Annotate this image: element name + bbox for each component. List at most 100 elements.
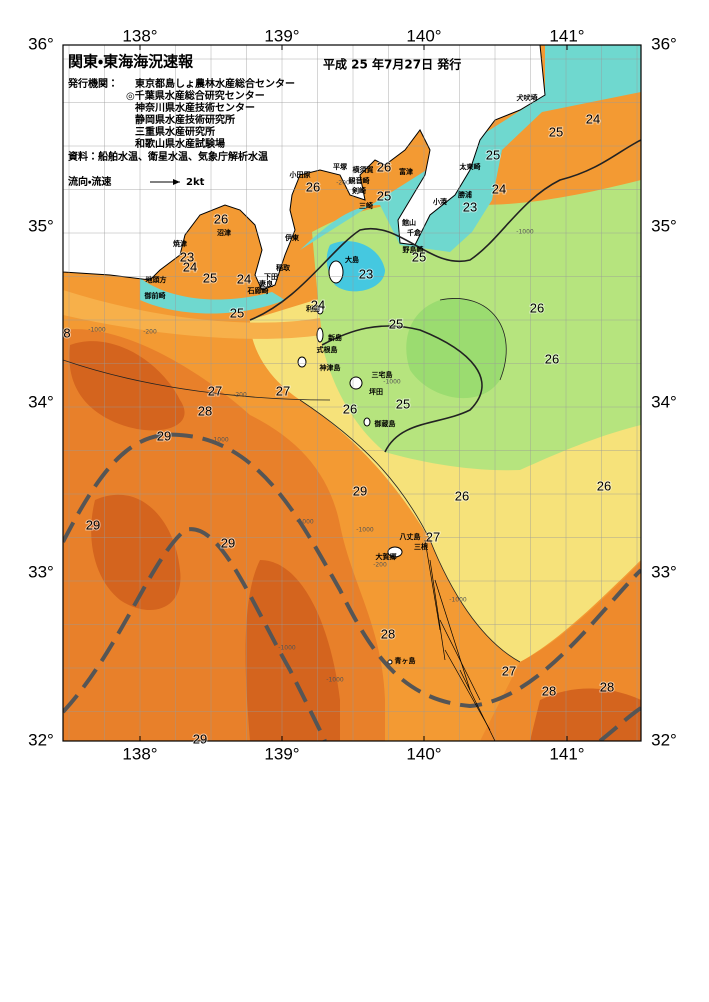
depth-label: -1000	[88, 327, 106, 334]
lat-label: 34°	[28, 392, 54, 411]
isotherm-label: 24	[311, 297, 325, 312]
isotherm-label: 24	[183, 259, 197, 274]
isotherm-label: 24	[492, 181, 506, 196]
sources: 資料：船舶水温、衛星水温、気象庁解析水温	[68, 150, 268, 163]
place-name: 三崎	[359, 201, 373, 210]
depth-label: -200	[143, 329, 157, 336]
islands	[297, 260, 403, 665]
depth-label: -1000	[356, 527, 374, 534]
place-name: 地頭方	[146, 275, 167, 284]
place-name: 焼津	[173, 239, 187, 248]
isotherm-label: 25	[549, 124, 563, 139]
current-label: 流向・流速	[68, 175, 112, 188]
isotherm-label: 26	[214, 211, 228, 226]
depth-label: -1000	[383, 379, 401, 386]
place-name: 沼津	[217, 228, 231, 237]
lon-label: 140°	[406, 744, 441, 763]
lat-label: 35°	[651, 216, 677, 235]
isotherm-label: 26	[306, 179, 320, 194]
lat-label: 35°	[28, 216, 54, 235]
place-name: 坪田	[369, 387, 383, 396]
isotherm-label: 23	[180, 249, 194, 264]
isotherm-label: 27	[276, 383, 290, 398]
place-name: 横須賀	[353, 165, 374, 174]
depth-label: -1000	[296, 519, 314, 526]
isotherms	[63, 139, 641, 663]
depth-label: -200	[336, 180, 350, 187]
isotherm-label: 29	[86, 517, 100, 532]
lat-label: 33°	[651, 562, 677, 581]
isotherm-label: 25	[377, 188, 391, 203]
place-name: 剣崎	[351, 186, 366, 195]
current-vectors	[424, 539, 496, 741]
place-name: 大島	[345, 255, 359, 264]
place-name: 神津島	[319, 363, 341, 372]
place-name: 平塚	[333, 162, 348, 171]
map-frame	[62, 44, 642, 742]
isotherm-label: 26	[377, 159, 391, 174]
depth-label: -1000	[211, 437, 229, 444]
isotherm-label: 25	[486, 147, 500, 162]
isotherm-label: 28	[381, 626, 395, 641]
isotherm-label: 26	[597, 478, 611, 493]
labels: 138° 138° 139° 139° 140° 140° 141° 141° 36° 36° 35…	[28, 26, 677, 763]
lat-label: 36°	[651, 34, 677, 53]
isotherm-label: 24	[237, 271, 251, 286]
place-name: 八丈島	[400, 532, 421, 541]
place-name: 三宅島	[372, 370, 393, 379]
place-name: 千倉	[407, 228, 421, 237]
isotherm-label: 23	[359, 266, 373, 281]
place-name: 青ヶ島	[395, 656, 416, 665]
isotherm-label: 28	[198, 403, 212, 418]
lon-label: 141°	[549, 26, 584, 45]
issuer: ◎千葉県水産総合研究センター	[126, 89, 265, 102]
lon-label: 139°	[264, 26, 299, 45]
place-name: 稲取	[276, 263, 291, 272]
isotherm-label: 29	[193, 731, 207, 746]
isotherm-label: 25	[230, 305, 244, 320]
place-name: 犬吠埼	[517, 93, 538, 102]
place-name: 勝浦	[458, 190, 472, 199]
depth-label: -1000	[516, 229, 534, 236]
place-name: 御蔵島	[374, 419, 396, 428]
issue-date: 平成 25 年7月27日 発行	[323, 57, 461, 72]
place-name: 御前崎	[144, 291, 166, 300]
isotherm-label: 27	[426, 529, 440, 544]
title: 関東・東海海況速報	[68, 53, 194, 71]
place-name: 式根島	[317, 345, 338, 354]
lon-label: 138°	[122, 744, 157, 763]
lon-label: 138°	[122, 26, 157, 45]
lat-label: 34°	[651, 392, 677, 411]
isotherm-label: 26	[343, 401, 357, 416]
isotherm-label: 29	[221, 535, 235, 550]
lat-label: 32°	[28, 730, 54, 749]
graticule	[63, 45, 641, 741]
current-scale: 2kt	[186, 177, 205, 188]
isotherm-label: 28	[600, 679, 614, 694]
isotherm-label: 26	[455, 488, 469, 503]
isotherm-label: 24	[586, 111, 600, 126]
place-name: 小湊	[432, 197, 448, 206]
issuers-label: 発行機関：	[67, 77, 118, 90]
depth-label: -200	[233, 392, 247, 399]
lon-label: 140°	[406, 26, 441, 45]
isotherm-label: 23	[463, 199, 477, 214]
place-name: 館山	[401, 218, 416, 227]
isotherm-label: 25	[412, 249, 426, 264]
place-name: 観音崎	[349, 176, 370, 185]
isotherm-label: 29	[157, 428, 171, 443]
place-name: 伊東	[284, 233, 300, 242]
isotherm-label: 8	[63, 325, 70, 340]
issuer: 東京都島しょ農林水産総合センター	[135, 77, 295, 90]
depth-label: -1000	[278, 645, 296, 652]
isotherm-label: 28	[542, 683, 556, 698]
place-name: 妻良	[259, 279, 274, 288]
lat-label: 32°	[651, 730, 677, 749]
issuer: 三重県水産研究所	[135, 125, 215, 138]
place-name: 石廊崎	[247, 286, 269, 295]
place-name: 野島崎	[403, 245, 424, 254]
place-name: 大賀郷	[376, 552, 397, 561]
isotherm-label: 25	[389, 316, 403, 331]
depth-label: -1000	[449, 597, 467, 604]
place-name: 新島	[327, 333, 342, 342]
